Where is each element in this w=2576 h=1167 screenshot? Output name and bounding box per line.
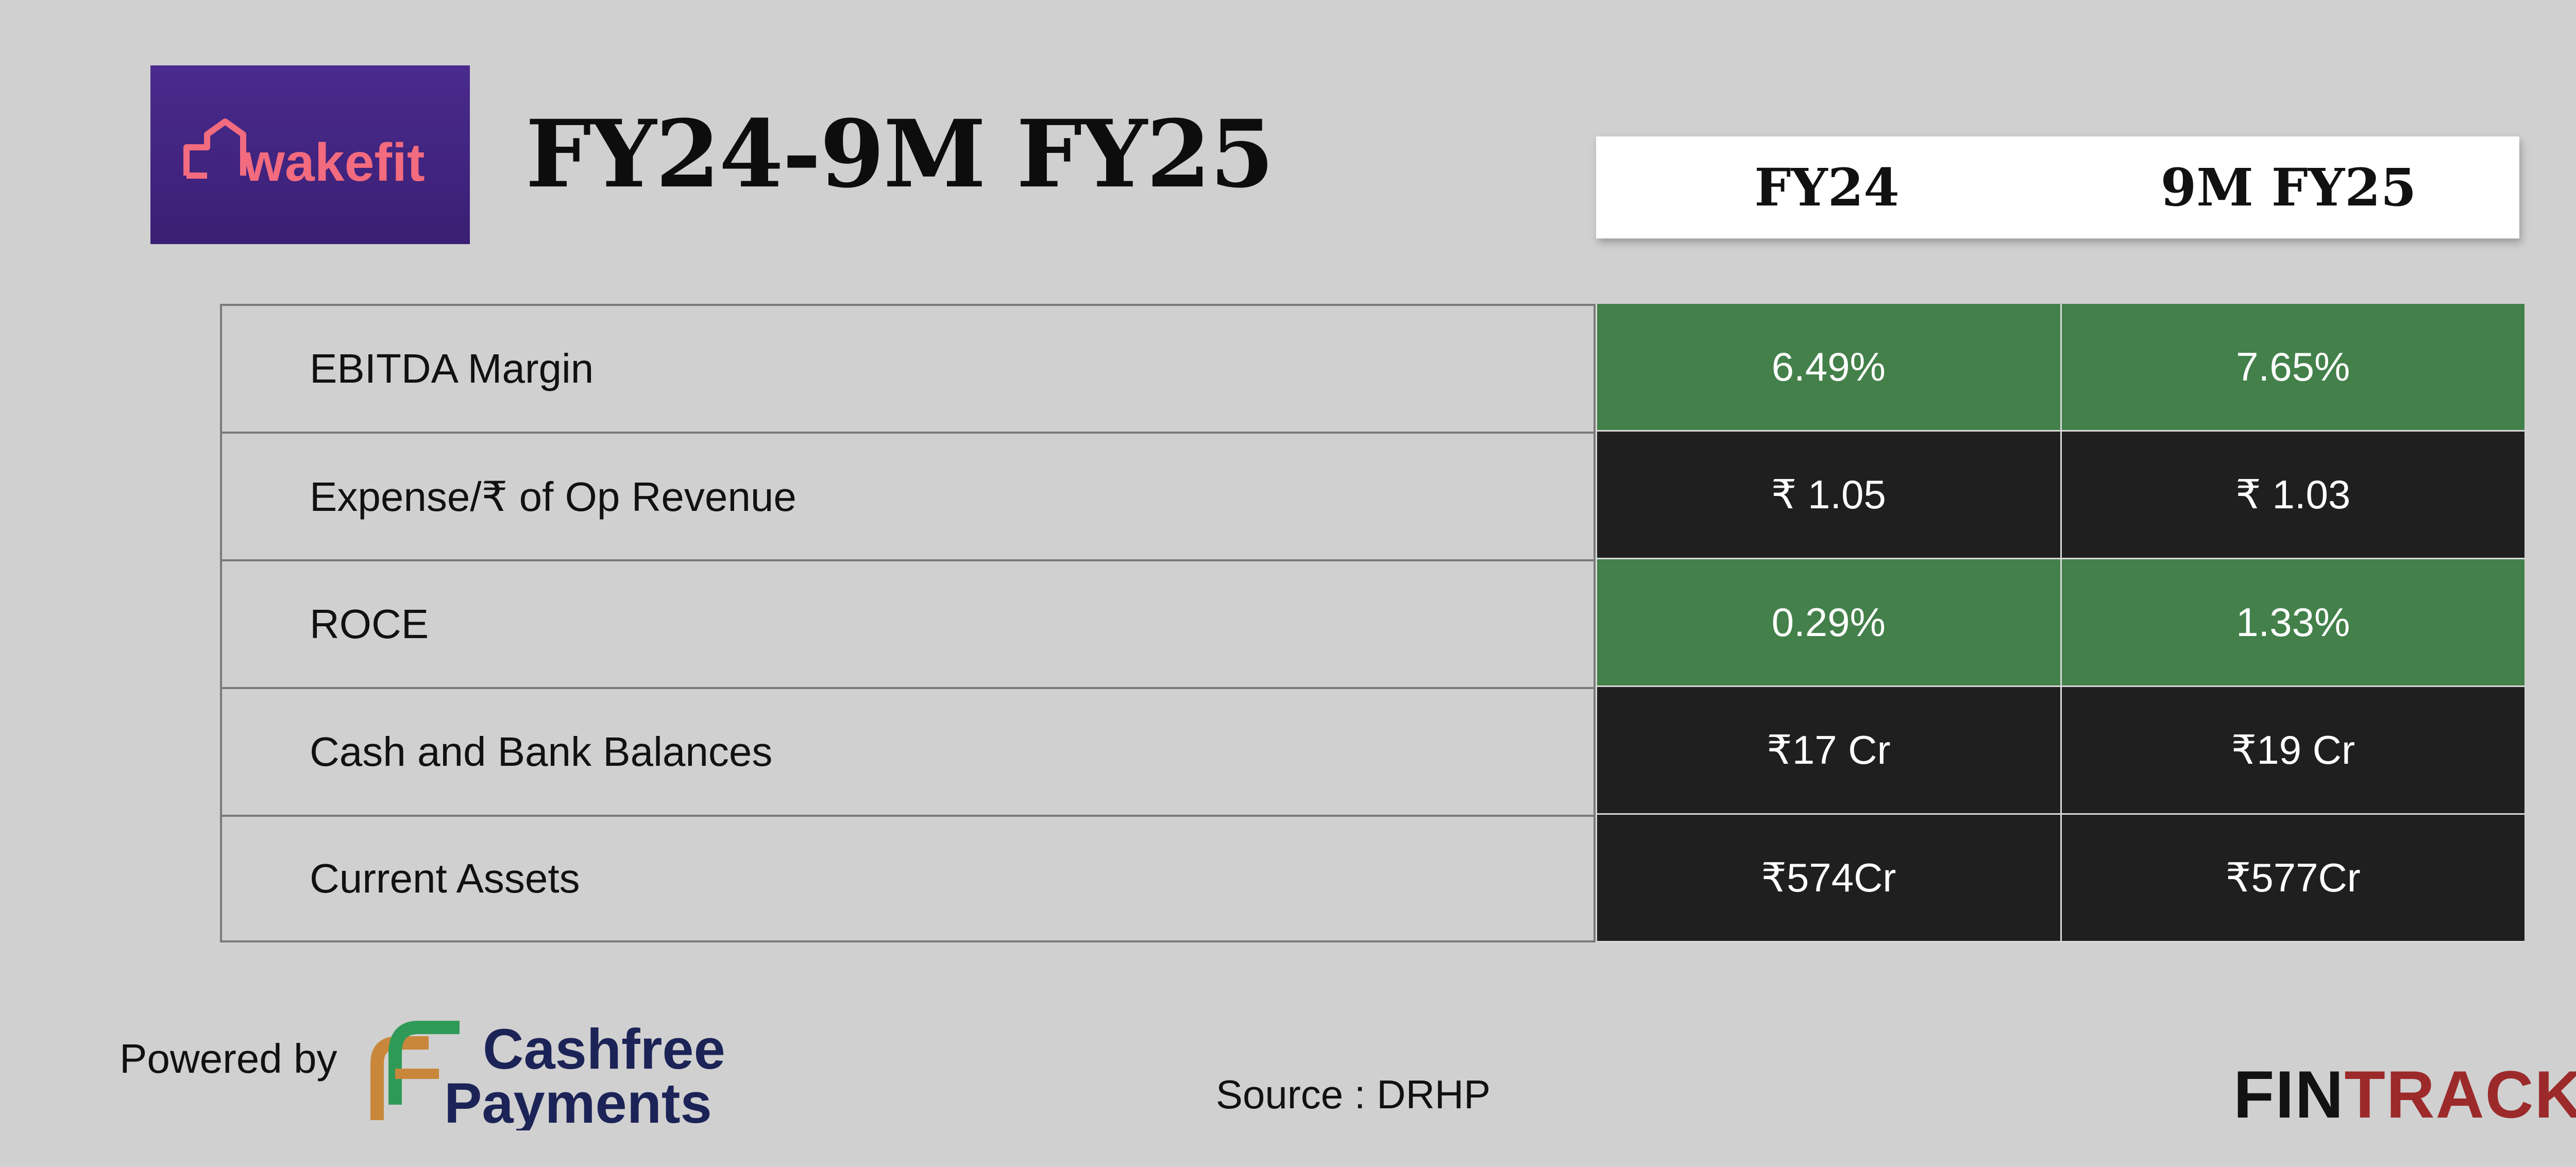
value-cell: ₹19 Cr xyxy=(2060,687,2524,815)
wakefit-logo-mark: wakefit xyxy=(183,118,425,193)
value-cell: 7.65% xyxy=(2060,304,2524,432)
column-header-9m-fy25: 9M FY25 xyxy=(2160,157,2417,218)
value-cell: 6.49% xyxy=(1596,304,2060,432)
value-cell: ₹577Cr xyxy=(2060,815,2524,942)
fintrackr-trackr: TRACKR xyxy=(2344,1057,2576,1132)
column-header-fy24: FY24 xyxy=(1754,157,1900,218)
row-label: Cash and Bank Balances xyxy=(220,687,1596,815)
row-label: EBITDA Margin xyxy=(220,304,1596,432)
value-cell: ₹ 1.03 xyxy=(2060,432,2524,559)
value-cell: ₹17 Cr xyxy=(1596,687,2060,815)
source-note: Source : DRHP xyxy=(1216,1072,1491,1117)
table-row: Current Assets ₹574Cr ₹577Cr xyxy=(220,815,2524,942)
row-label: Current Assets xyxy=(220,815,1596,942)
value-cell: 1.33% xyxy=(2060,559,2524,687)
value-cell: ₹574Cr xyxy=(1596,815,2060,942)
table-row: Expense/₹ of Op Revenue ₹ 1.05 ₹ 1.03 xyxy=(220,432,2524,559)
page-title: FY24-9M FY25 xyxy=(526,100,1274,209)
table-row: EBITDA Margin 6.49% 7.65% xyxy=(220,304,2524,432)
payments-text: Payments xyxy=(444,1072,712,1130)
fintrackr-fin: FIN xyxy=(2233,1057,2345,1132)
table-row: Cash and Bank Balances ₹17 Cr ₹19 Cr xyxy=(220,687,2524,815)
column-header: FY24 9M FY25 xyxy=(1596,136,2519,238)
powered-by-label: Powered by xyxy=(120,1036,337,1082)
table-row: ROCE 0.29% 1.33% xyxy=(220,559,2524,687)
logo-text: wakefit xyxy=(243,133,425,193)
cashfree-text: Cashfree xyxy=(483,1018,725,1081)
row-label: Expense/₹ of Op Revenue xyxy=(220,432,1596,559)
fintrackr-logo: FINTRACKR xyxy=(2233,1056,2576,1133)
value-cell: ₹ 1.05 xyxy=(1596,432,2060,559)
metrics-table: EBITDA Margin 6.49% 7.65% Expense/₹ of O… xyxy=(220,304,2524,942)
cashfree-logo: Cashfree Payments xyxy=(370,1018,725,1130)
wakefit-logo: wakefit xyxy=(150,65,470,244)
row-label: ROCE xyxy=(220,559,1596,687)
value-cell: 0.29% xyxy=(1596,559,2060,687)
